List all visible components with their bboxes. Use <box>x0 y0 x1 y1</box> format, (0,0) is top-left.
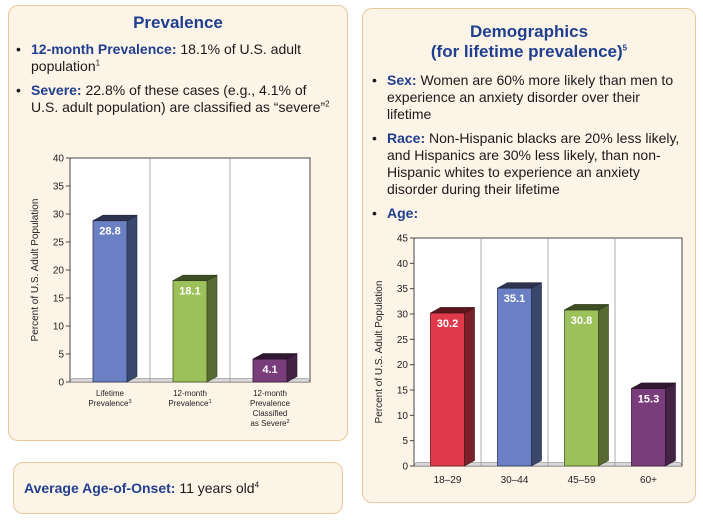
demographics-title-line2-text: (for lifetime prevalence) <box>430 42 623 61</box>
bar-value-label: 18.1 <box>179 286 200 298</box>
x-tick-label: 18–29 <box>434 475 462 486</box>
x-tick-label: 30–44 <box>501 475 529 486</box>
x-tick-label: Prevalence <box>250 399 291 408</box>
x-tick-label: as Severe2 <box>250 419 289 428</box>
y-axis-label: Percent of U.S. Adult Population <box>30 199 41 342</box>
bullet-text: Non-Hispanic blacks are 20% less likely,… <box>387 130 680 197</box>
bar-value-label: 30.2 <box>437 318 458 330</box>
bullet-text: Women are 60% more likely than men to ex… <box>387 72 674 122</box>
prevalence-chart: 0 5 10 15 20 25 30 35 40 Percent of U.S. Adult Po… <box>26 148 318 438</box>
demographics-title: Demographics (for lifetime prevalence)5 <box>363 22 695 62</box>
prevalence-chart-svg: 0 5 10 15 20 25 30 35 40 Percent of U.S. Adult Po… <box>30 154 311 428</box>
y-tick-label: 0 <box>58 378 64 389</box>
bullet-lead: Race: <box>387 130 426 146</box>
x-tick-label: 60+ <box>640 475 657 486</box>
y-tick-label: 35 <box>53 182 65 193</box>
bullet-sex: Sex: Women are 60% more likely than men … <box>369 72 683 123</box>
bar-value-label: 28.8 <box>99 226 120 238</box>
bar-top <box>631 382 676 389</box>
footnote-marker: 4 <box>254 480 260 490</box>
y-tick-label: 20 <box>397 360 409 371</box>
bar <box>497 287 532 467</box>
bar-top <box>92 214 138 222</box>
bar-value-label: 35.1 <box>504 293 525 305</box>
age-chart-svg: 0 5 10 15 20 25 30 35 40 45 Percent of U.S. Adult … <box>374 234 683 486</box>
onset-text: Average Age-of-Onset: 11 years old4 <box>24 479 259 497</box>
bar <box>564 309 599 467</box>
bullet-severe: Severe: 22.8% of these cases (e.g., 4.1%… <box>13 82 337 116</box>
bullet-12month-prevalence: 12-month Prevalence: 18.1% of U.S. adult… <box>13 41 337 75</box>
y-tick-label: 40 <box>53 154 65 165</box>
bullet-lead: Sex: <box>387 72 417 88</box>
y-tick-label: 45 <box>397 234 409 245</box>
bar-top <box>172 274 218 281</box>
bar-side <box>531 282 542 467</box>
bar-top <box>497 282 542 289</box>
bar-value-label: 4.1 <box>262 364 277 376</box>
onset-panel: Average Age-of-Onset: 11 years old4 <box>13 462 343 514</box>
bar-side <box>126 214 138 383</box>
footnote-marker: 5 <box>622 43 628 53</box>
y-tick-label: 10 <box>397 411 409 422</box>
y-tick-label: 5 <box>402 436 408 447</box>
x-tick-label: Prevalence1 <box>168 399 211 408</box>
y-tick-label: 5 <box>58 350 64 361</box>
x-tick-label: 12-month <box>253 389 287 398</box>
bullet-lead: Age: <box>387 205 419 221</box>
y-tick-label: 0 <box>402 462 408 473</box>
demographics-title-line2: (for lifetime prevalence)5 <box>363 42 695 62</box>
bar-value-label: 15.3 <box>638 393 659 405</box>
bullet-text: 18.1% of U.S. adult population <box>31 41 302 74</box>
y-tick-label: 25 <box>53 238 65 249</box>
bullet-lead: Severe: <box>31 82 82 98</box>
y-tick-label: 15 <box>397 386 409 397</box>
prevalence-title: Prevalence <box>133 13 223 32</box>
y-tick-label: 15 <box>53 294 65 305</box>
y-tick-label: 40 <box>397 259 409 270</box>
bullet-race: Race: Non-Hispanic blacks are 20% less l… <box>369 130 683 198</box>
x-tick-label: Prevalence3 <box>88 399 131 408</box>
bar-value-label: 30.8 <box>571 315 592 327</box>
y-axis-label: Percent of U.S. Adult Population <box>374 281 385 424</box>
bar-side <box>206 274 218 383</box>
y-tick-label: 20 <box>53 266 65 277</box>
x-tick-label: 45–59 <box>568 475 596 486</box>
y-tick-label: 10 <box>53 322 65 333</box>
footnote-marker: 1 <box>95 58 101 68</box>
bar-side <box>598 303 609 467</box>
x-tick-label: 12-month <box>173 389 207 398</box>
age-chart: 0 5 10 15 20 25 30 35 40 45 Percent of U.S. Adult … <box>370 228 690 498</box>
footnote-marker: 2 <box>325 99 330 109</box>
bullet-lead: 12-month Prevalence: <box>31 41 177 57</box>
bar <box>172 280 208 383</box>
demographics-title-line1: Demographics <box>469 22 589 41</box>
onset-lead: Average Age-of-Onset: <box>24 480 176 496</box>
onset-value: 11 years old <box>175 480 255 496</box>
bullet-text: 22.8% of these cases (e.g., 4.1% of U.S.… <box>31 82 326 115</box>
bar-side <box>464 306 475 467</box>
bullet-age: Age: <box>369 205 683 222</box>
bar-side <box>665 382 676 467</box>
bar <box>430 312 465 467</box>
y-tick-label: 30 <box>397 310 409 321</box>
x-tick-label: Classified <box>253 409 288 418</box>
bar-top <box>564 304 609 311</box>
y-tick-label: 35 <box>397 284 409 295</box>
y-tick-label: 25 <box>397 335 409 346</box>
bar <box>92 220 128 383</box>
bar-top <box>430 307 475 314</box>
y-tick-label: 30 <box>53 210 65 221</box>
x-tick-label: Lifetime <box>96 389 125 398</box>
bar-top <box>252 353 298 360</box>
